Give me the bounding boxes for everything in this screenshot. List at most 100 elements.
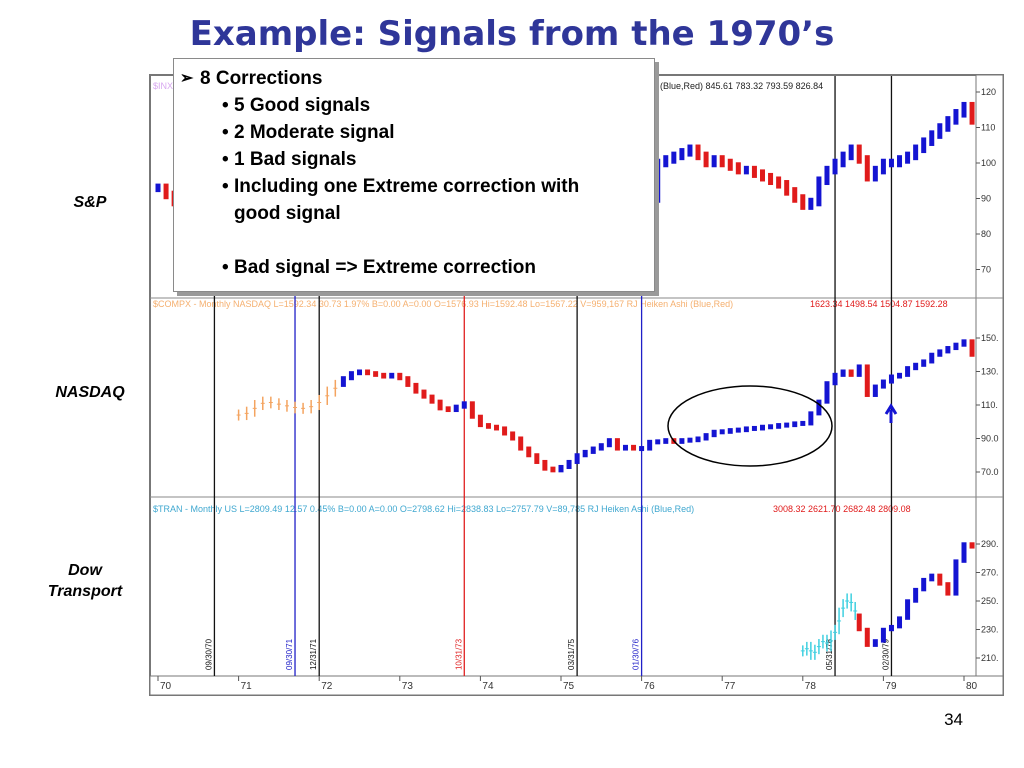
x-tick-label: 72	[321, 681, 333, 692]
x-axis-strip	[149, 675, 1004, 696]
sp-y-tick-label: 100	[981, 158, 996, 168]
transport-y-tick-label: 290.	[981, 539, 999, 549]
transport-candle	[888, 624, 894, 632]
nasdaq-candle	[631, 444, 637, 451]
sp-y-tick-label: 90	[981, 194, 991, 204]
nasdaq-candle	[614, 438, 620, 451]
sp-candle	[703, 151, 709, 168]
sp-candle	[929, 130, 935, 146]
nasdaq-candle	[469, 401, 475, 419]
sp-candle	[864, 155, 870, 182]
nasdaq-candle	[429, 394, 435, 404]
sp-header-prefix: $INX	[153, 81, 173, 91]
transport-candle	[856, 613, 862, 632]
nasdaq-y-tick-label: 110.	[981, 400, 998, 410]
nasdaq-candle	[864, 364, 870, 397]
sp-candle	[663, 155, 669, 168]
nasdaq-candle	[897, 372, 903, 379]
nasdaq-candle	[703, 433, 709, 441]
transport-candle	[905, 599, 911, 620]
sp-candle	[937, 123, 943, 139]
nasdaq-candle	[405, 376, 411, 387]
callout-item: Including one Extreme correction with go…	[222, 173, 614, 227]
sp-candle	[760, 169, 765, 182]
nasdaq-candle	[421, 389, 427, 399]
label-dow: Dow	[68, 562, 102, 579]
transport-y-tick-label: 270.	[981, 568, 999, 578]
arrow-bullet-icon: ➢	[180, 70, 194, 87]
x-tick-label: 70	[160, 681, 172, 692]
nasdaq-candle	[494, 424, 500, 431]
nasdaq-candle	[792, 421, 798, 428]
callout-item: Bad signal => Extreme correction	[222, 254, 654, 281]
callout-heading-row: ➢ 8 Corrections	[180, 65, 654, 92]
sp-candle	[155, 183, 161, 193]
transport-candle	[945, 582, 951, 596]
transport-candle	[929, 573, 935, 582]
nasdaq-candle	[461, 401, 467, 409]
nasdaq-candle	[808, 411, 814, 426]
slide-title: Example: Signals from the 1970’s	[189, 14, 835, 54]
nasdaq-candle	[558, 464, 564, 473]
nasdaq-candle	[502, 426, 508, 436]
nasdaq-y-tick-label: 130.	[981, 367, 999, 377]
callout-item: 2 Moderate signal	[222, 119, 654, 146]
nasdaq-candle	[606, 438, 612, 448]
sp-candle	[840, 151, 846, 168]
nasdaq-header: $COMPX - Monthly NASDAQ L=1592.34 30.73 …	[153, 299, 733, 309]
nasdaq-candle	[840, 369, 846, 377]
nasdaq-candle	[687, 437, 693, 443]
nasdaq-candle	[832, 372, 838, 386]
transport-candle	[880, 627, 886, 643]
nasdaq-candle	[872, 384, 878, 397]
nasdaq-candle	[453, 404, 459, 413]
sp-candle	[776, 176, 782, 189]
nasdaq-candle	[582, 449, 588, 458]
sp-candle	[751, 165, 757, 178]
sp-candle	[655, 158, 661, 203]
nasdaq-candle	[348, 371, 354, 381]
sp-candle	[905, 151, 911, 164]
nasdaq-candle	[768, 424, 774, 430]
transport-header: $TRAN - Monthly US L=2809.49 12.57 0.45%…	[153, 504, 694, 514]
x-tick-label: 78	[805, 681, 817, 692]
x-tick-label: 73	[402, 681, 414, 692]
y-axis-ticks: 120 110 100 90 80 70 150. 130. 110. 90.0 70.0 290. 2…	[976, 87, 999, 663]
transport-candle	[921, 577, 927, 592]
nasdaq-candle	[727, 428, 733, 434]
transport-candle	[897, 616, 903, 629]
signal-date-label: 09/30/71	[285, 638, 294, 670]
nasdaq-candle	[711, 429, 717, 438]
x-tick-label: 71	[241, 681, 253, 692]
nasdaq-candle	[381, 372, 387, 379]
sp-candle	[727, 158, 733, 171]
sp-candle	[816, 176, 822, 207]
nasdaq-candle	[413, 382, 419, 394]
consolidation-ellipse	[667, 385, 833, 467]
sp-candle	[735, 162, 741, 175]
candles	[155, 101, 975, 660]
label-nasdaq: NASDAQ	[55, 384, 125, 401]
sp-candle	[743, 165, 749, 175]
transport-candle	[953, 559, 959, 596]
nasdaq-candle	[647, 439, 653, 451]
nasdaq-candle	[848, 369, 854, 377]
nasdaq-candle	[743, 426, 749, 433]
sp-candle	[913, 144, 919, 161]
nasdaq-candle	[485, 423, 491, 429]
nasdaq-candle	[477, 414, 483, 428]
signal-date-label: 05/31/78	[825, 638, 834, 670]
transport-candle	[872, 639, 878, 647]
y-axis-strip	[975, 74, 1004, 696]
nasdaq-candle	[824, 381, 830, 404]
nasdaq-candle	[679, 438, 685, 444]
sp-candle	[808, 197, 814, 210]
transport-candle	[937, 573, 943, 586]
nasdaq-candle	[574, 453, 580, 464]
transport-candle	[913, 587, 919, 603]
nasdaq-candle	[937, 349, 943, 357]
sp-header: (Blue,Red) 845.61 783.32 793.59 826.84	[660, 81, 823, 91]
signal-date-label: 09/30/70	[204, 638, 213, 670]
nasdaq-candle	[760, 424, 765, 431]
sp-candle	[800, 194, 806, 210]
